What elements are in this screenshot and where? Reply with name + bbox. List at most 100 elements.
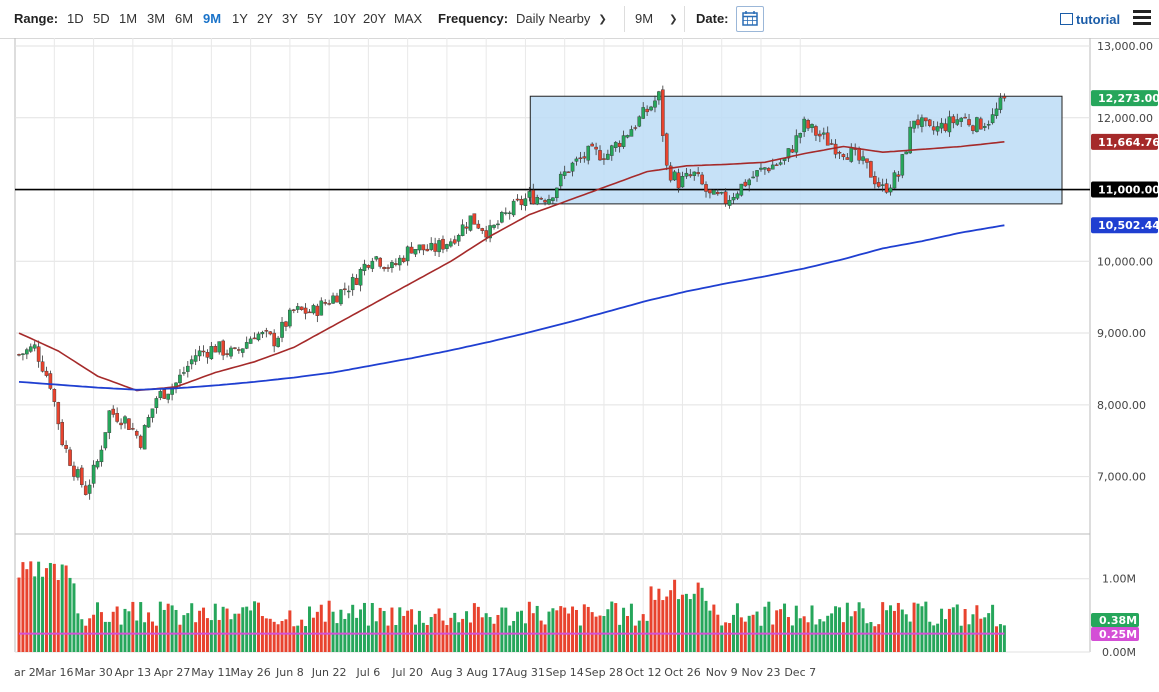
volume-bar bbox=[936, 623, 940, 652]
candle-body bbox=[857, 147, 861, 161]
volume-bar bbox=[445, 625, 449, 652]
range-button-1d[interactable]: 1D bbox=[67, 11, 84, 26]
candle-body bbox=[311, 305, 316, 314]
volume-bar bbox=[88, 618, 92, 652]
volume-bar bbox=[520, 610, 523, 652]
candle-body bbox=[770, 164, 775, 170]
range-button-10y[interactable]: 10Y bbox=[333, 11, 357, 26]
volume-bar bbox=[806, 622, 810, 652]
period-dropdown[interactable]: 9M ❯ bbox=[635, 11, 677, 26]
candle-body bbox=[158, 391, 163, 399]
candle-body bbox=[672, 171, 677, 181]
candle-body bbox=[44, 370, 49, 376]
candle-body bbox=[566, 171, 571, 173]
candle-body bbox=[657, 91, 661, 101]
range-button-1y[interactable]: 1Y bbox=[232, 11, 248, 26]
volume-bar bbox=[606, 609, 610, 652]
volume-bar bbox=[147, 612, 151, 652]
range-button-5y[interactable]: 5Y bbox=[307, 11, 323, 26]
volume-bar bbox=[52, 563, 56, 652]
volume-bar bbox=[131, 601, 135, 652]
volume-bar bbox=[700, 587, 704, 652]
volume-bar bbox=[735, 603, 739, 652]
volume-bar bbox=[543, 624, 547, 652]
volume-bar bbox=[574, 609, 578, 652]
range-button-max[interactable]: MAX bbox=[394, 11, 423, 26]
candle-body bbox=[837, 152, 842, 154]
candle-body bbox=[904, 151, 909, 155]
volume-bar bbox=[190, 603, 194, 652]
price-chart[interactable]: 13,000.00 12,000.00 11,000.00 10,000.00 9,00… bbox=[0, 38, 1159, 692]
candle-body bbox=[676, 172, 681, 189]
candle-body bbox=[594, 146, 598, 150]
candle-body bbox=[28, 346, 33, 352]
candle-body bbox=[492, 224, 496, 228]
volume-bar bbox=[916, 603, 920, 652]
candle-body bbox=[237, 349, 241, 351]
volume-bar bbox=[268, 618, 272, 652]
candle-body bbox=[178, 374, 182, 384]
volume-bar bbox=[943, 619, 947, 652]
price-tag-3 bbox=[1091, 217, 1158, 234]
volume-bar bbox=[841, 622, 845, 652]
volume-bar bbox=[241, 607, 245, 652]
candle-body bbox=[774, 164, 779, 166]
candle-body bbox=[197, 350, 202, 357]
range-button-9m[interactable]: 9M bbox=[203, 11, 222, 26]
time-tick-label: Oct 26 bbox=[664, 666, 701, 679]
range-button-1m[interactable]: 1M bbox=[119, 11, 138, 26]
range-label: Range: bbox=[14, 11, 59, 26]
candle-body bbox=[276, 337, 280, 347]
candle-body bbox=[708, 189, 712, 194]
price-tag-2 bbox=[1091, 181, 1158, 198]
volume-bar bbox=[853, 611, 857, 652]
candle-body bbox=[252, 337, 257, 340]
volume-bar bbox=[300, 619, 304, 652]
candle-body bbox=[331, 295, 335, 304]
candle-body bbox=[924, 117, 928, 122]
volume-bar bbox=[213, 603, 217, 652]
candle-body bbox=[111, 408, 116, 415]
candle-body bbox=[134, 431, 139, 436]
volume-bar bbox=[810, 605, 814, 652]
volume-bar bbox=[284, 619, 288, 652]
volume-bar bbox=[892, 610, 896, 652]
candle-body bbox=[967, 119, 971, 126]
range-button-3y[interactable]: 3Y bbox=[282, 11, 298, 26]
candle-body bbox=[759, 167, 763, 170]
tutorial-link[interactable]: tutorial bbox=[1060, 12, 1120, 27]
volume-bar bbox=[645, 620, 649, 652]
candle-body bbox=[507, 212, 512, 215]
range-button-20y[interactable]: 20Y bbox=[363, 11, 387, 26]
range-button-2y[interactable]: 2Y bbox=[257, 11, 273, 26]
frequency-value: Daily Nearby bbox=[516, 11, 591, 26]
period-value: 9M bbox=[635, 11, 654, 26]
film-icon bbox=[1060, 13, 1073, 25]
volume-bar bbox=[527, 601, 531, 652]
candle-body bbox=[590, 143, 594, 147]
volume-bar bbox=[900, 609, 904, 652]
range-button-5d[interactable]: 5D bbox=[93, 11, 110, 26]
range-button-6m[interactable]: 6M bbox=[175, 11, 194, 26]
candle-body bbox=[452, 239, 457, 244]
frequency-dropdown[interactable]: Daily Nearby ❯ bbox=[516, 11, 607, 26]
volume-bar bbox=[822, 621, 826, 652]
price-tag-label: 11,000.00 bbox=[1098, 184, 1159, 197]
candle-body bbox=[480, 228, 485, 231]
candle-body bbox=[25, 349, 29, 355]
hamburger-menu-icon[interactable] bbox=[1133, 10, 1151, 26]
volume-bar bbox=[629, 603, 633, 652]
volume-bar bbox=[225, 608, 229, 652]
candle-body bbox=[292, 309, 296, 311]
candle-body bbox=[798, 133, 803, 138]
volume-bar bbox=[355, 617, 359, 652]
date-picker-button[interactable] bbox=[736, 6, 764, 32]
volume-bar bbox=[327, 600, 331, 652]
volume-bar bbox=[951, 607, 955, 652]
time-tick-label: Oct 12 bbox=[625, 666, 662, 679]
candle-body bbox=[288, 309, 292, 327]
candle-body bbox=[323, 302, 328, 304]
volume-bar bbox=[523, 623, 527, 652]
candle-body bbox=[131, 428, 135, 430]
range-button-3m[interactable]: 3M bbox=[147, 11, 166, 26]
